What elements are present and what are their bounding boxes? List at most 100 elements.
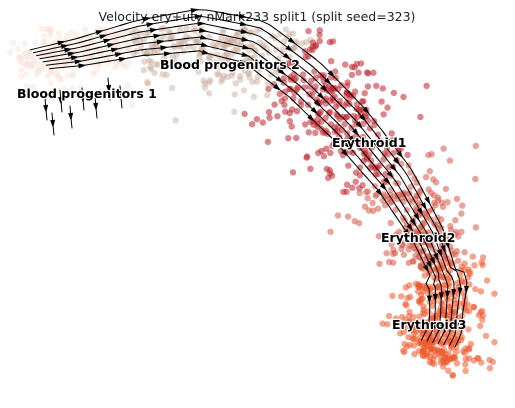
cell-point — [22, 40, 28, 46]
cell-point — [423, 83, 429, 89]
cell-point — [375, 171, 381, 177]
cell-point — [432, 352, 438, 358]
cell-point — [491, 339, 497, 345]
cell-point — [431, 200, 437, 206]
cell-point — [472, 176, 478, 182]
cell-point — [306, 129, 312, 135]
streamline-arrowhead — [201, 42, 209, 47]
cell-point — [473, 224, 479, 230]
cell-point — [380, 111, 386, 117]
streamline-arrowhead — [202, 50, 210, 55]
cell-point — [362, 204, 368, 210]
cell-point — [125, 48, 131, 54]
cell-point — [241, 87, 247, 93]
cell-point — [147, 64, 153, 70]
cell-point — [253, 28, 259, 34]
cell-point — [7, 49, 13, 55]
cell-point — [32, 40, 38, 46]
cell-point — [141, 67, 147, 73]
cell-point — [289, 106, 295, 112]
cell-point — [420, 289, 426, 295]
cell-point — [327, 150, 333, 156]
cell-point — [334, 113, 340, 119]
cell-point — [82, 26, 88, 32]
cell-point — [141, 58, 147, 64]
cell-point — [388, 220, 394, 226]
cell-point — [439, 300, 445, 306]
cell-point — [161, 33, 167, 39]
cell-point — [290, 30, 296, 36]
cell-point — [327, 109, 333, 115]
cell-point — [41, 64, 47, 70]
cell-point — [416, 283, 422, 289]
cell-point — [151, 70, 157, 76]
cell-point — [231, 109, 237, 115]
cell-point — [345, 163, 351, 169]
cell-point — [404, 343, 410, 349]
cell-point — [401, 349, 407, 355]
cell-point — [379, 320, 385, 326]
cell-point — [312, 43, 318, 49]
cell-point — [169, 85, 175, 91]
cell-point — [190, 45, 196, 51]
cell-point — [477, 323, 483, 329]
cell-point — [266, 115, 272, 121]
cell-point — [343, 189, 349, 195]
cell-point — [47, 69, 53, 75]
cell-point — [434, 347, 440, 353]
cell-point — [417, 114, 423, 120]
cell-point — [409, 199, 415, 205]
cell-point — [416, 298, 422, 304]
cell-point — [472, 286, 478, 292]
cell-point — [317, 72, 323, 78]
cell-point — [403, 302, 409, 308]
cluster-label-blood-progenitors-2: Blood progenitors 2 — [160, 57, 300, 72]
cell-point — [70, 70, 76, 76]
cell-point — [440, 145, 446, 151]
cell-point — [260, 119, 266, 125]
cell-point — [153, 61, 159, 67]
cell-point — [398, 293, 404, 299]
cell-point — [484, 277, 490, 283]
cell-point — [461, 261, 467, 267]
cell-point — [460, 348, 466, 354]
cell-point — [365, 83, 371, 89]
cell-point — [447, 223, 453, 229]
cell-point — [423, 174, 429, 180]
cell-point — [450, 372, 456, 378]
cell-point — [454, 360, 460, 366]
cell-point — [458, 210, 464, 216]
cell-point — [18, 73, 24, 79]
cell-point — [352, 218, 358, 224]
cell-point — [300, 77, 306, 83]
cell-point — [271, 101, 277, 107]
cell-point — [172, 117, 178, 123]
cell-point — [466, 345, 472, 351]
cell-point — [16, 55, 22, 61]
cell-point — [444, 359, 450, 365]
cell-point — [219, 76, 225, 82]
cell-point — [206, 90, 212, 96]
cell-point — [470, 253, 476, 259]
cell-point — [41, 33, 47, 39]
cell-point — [370, 70, 376, 76]
cell-point — [384, 104, 390, 110]
cell-point — [293, 135, 299, 141]
cell-point — [349, 185, 355, 191]
streamline-arrowhead — [43, 105, 48, 113]
cell-point — [206, 79, 212, 85]
cell-point — [491, 291, 497, 297]
cluster-label-erythroid2: Erythroid2 — [381, 230, 455, 245]
cell-point — [372, 193, 378, 199]
cell-point — [95, 59, 101, 65]
cell-point — [401, 252, 407, 258]
cell-point — [378, 98, 384, 104]
cell-point — [405, 334, 411, 340]
cell-point — [202, 85, 208, 91]
streamline-arrowhead — [50, 120, 55, 128]
cell-point — [400, 94, 406, 100]
cell-point — [29, 61, 35, 67]
cell-point — [444, 199, 450, 205]
cell-point — [113, 60, 119, 66]
cell-point — [487, 365, 493, 371]
